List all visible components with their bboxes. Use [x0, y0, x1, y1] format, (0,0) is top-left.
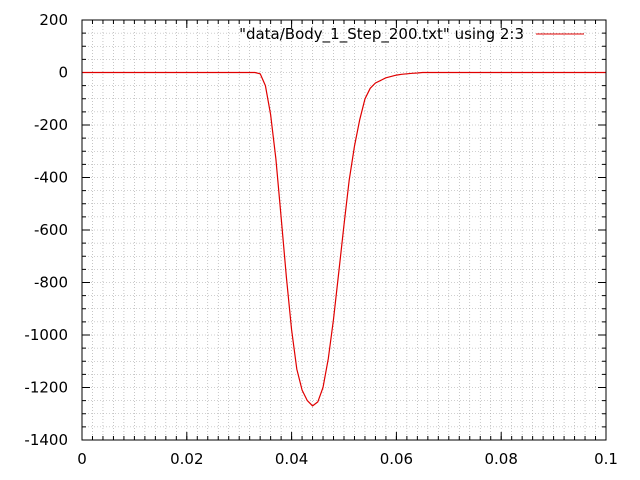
x-tick-label: 0.06	[380, 450, 413, 468]
x-tick-label: 0.02	[170, 450, 203, 468]
y-tick-label: 0	[58, 64, 68, 82]
y-tick-label: 200	[39, 11, 68, 29]
y-tick-label: -400	[34, 169, 68, 187]
y-tick-label: -1400	[24, 431, 68, 449]
x-tick-labels: 0 0.02 0.04 0.06 0.08 0.1	[77, 450, 618, 468]
x-tick-label: 0.04	[275, 450, 308, 468]
y-tick-label: -800	[34, 274, 68, 292]
plot-frame	[81, 19, 607, 441]
y-tick-label: -1000	[24, 326, 68, 344]
y-tick-label: -200	[34, 116, 68, 134]
grid-lines	[82, 20, 606, 440]
legend: "data/Body_1_Step_200.txt" using 2:3	[239, 25, 584, 44]
x-tick-label: 0.08	[484, 450, 517, 468]
y-tick-labels: -1400 -1200 -1000 -800 -600 -400 -200 0 200	[24, 11, 68, 449]
y-tick-label: -600	[34, 221, 68, 239]
x-tick-label: 0.1	[594, 450, 618, 468]
y-tick-label: -1200	[24, 379, 68, 397]
x-tick-label: 0	[77, 450, 87, 468]
legend-label: "data/Body_1_Step_200.txt" using 2:3	[239, 25, 524, 44]
series-line	[82, 71, 606, 407]
series-lines	[82, 71, 606, 407]
